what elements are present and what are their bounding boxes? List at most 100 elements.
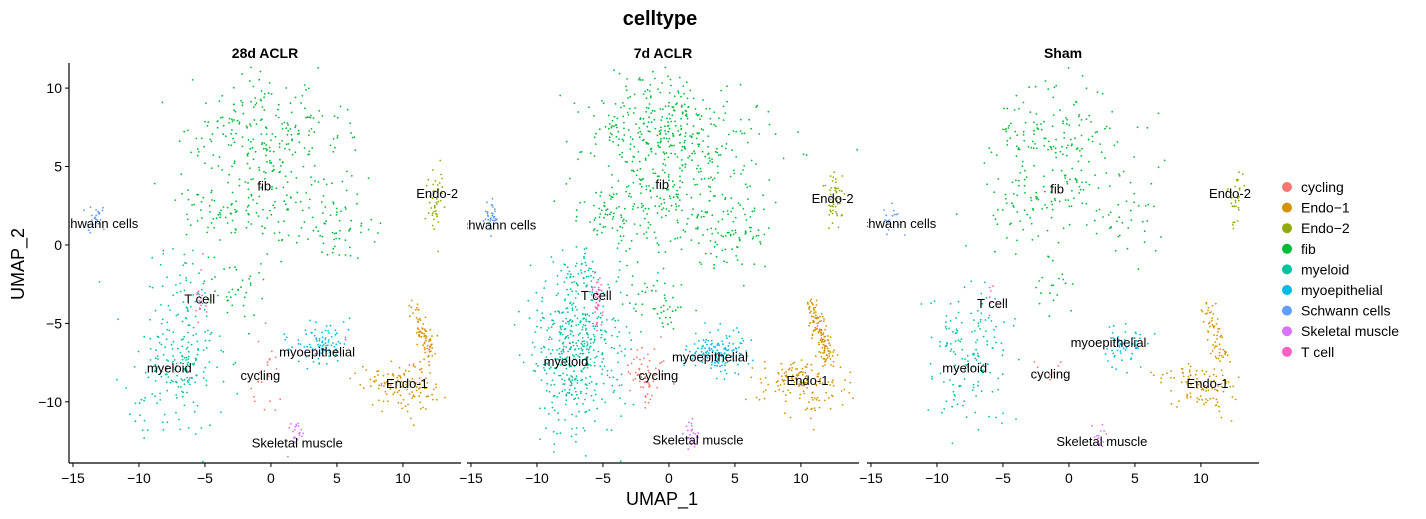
cell-point [814,306,817,309]
cell-point [431,197,434,200]
cell-point [558,331,561,334]
cell-point [587,336,590,339]
cell-point [314,328,317,331]
cell-point [610,198,612,200]
cell-point [585,276,588,278]
cell-point [531,354,533,356]
cell-point [721,340,724,342]
cell-point [588,382,591,385]
cell-point [281,140,283,142]
cell-point [585,329,587,331]
cell-point [625,220,628,222]
cell-point [298,434,301,436]
cell-point [738,346,740,349]
cell-point [550,326,553,328]
cell-point [360,224,362,227]
cell-point [801,374,804,376]
cell-point [752,236,755,238]
cell-point [428,360,430,363]
cell-point [787,389,789,391]
cell-point [1049,292,1051,295]
cell-point [601,311,604,313]
cell-point [265,63,267,64]
cell-point [1180,381,1183,384]
cell-point [821,346,824,349]
cell-point [276,372,279,375]
cell-point [1160,236,1162,238]
cell-point [314,353,317,355]
cell-point [654,172,657,175]
cell-point [1081,147,1083,150]
cell-point [266,253,269,255]
cell-point [404,405,407,407]
cell-point [1043,175,1045,178]
cell-point [284,175,287,178]
cell-point [400,380,403,383]
cell-point [1212,344,1214,346]
x-tick-label: 0 [1065,470,1073,486]
cell-point [405,383,407,386]
cell-point [621,138,624,141]
cell-point [642,93,645,95]
cell-point [656,271,659,274]
cell-point [1118,173,1120,176]
cell-point [616,335,619,338]
cell-point [253,314,255,317]
cell-point [205,384,208,387]
cell-point [324,342,327,345]
cell-point [1038,302,1041,305]
cell-point [308,207,310,209]
cell-point [716,243,719,246]
cell-point [1067,199,1070,202]
cell-point [426,347,429,350]
cell-point [664,125,666,127]
cell-point [692,440,694,443]
cell-point [682,85,685,87]
cell-point [536,325,538,328]
cell-point [595,290,598,293]
cell-point [258,272,260,274]
cell-point [811,396,813,399]
cell-point [425,336,428,338]
cell-point [619,153,621,156]
cell-point [643,282,646,285]
cell-point [664,129,666,132]
cell-point [674,153,676,155]
cell-point [1093,219,1096,222]
cell-point [985,330,987,332]
cell-point [283,121,286,124]
cell-point [972,383,975,386]
cell-point [419,368,421,371]
cell-point [266,364,269,366]
cell-point [663,158,666,161]
cell-point [634,303,637,306]
cell-point [178,140,181,143]
cell-point [636,233,638,235]
cell-point [553,372,556,375]
cell-point [1075,181,1078,184]
cluster-label: myoepithelial [279,345,355,360]
cell-point [710,367,712,370]
cell-point [585,264,588,267]
cell-point [587,348,590,351]
cell-point [202,349,205,351]
cell-point [575,353,577,356]
cell-point [339,229,341,232]
cell-point [224,135,227,138]
cell-point [314,348,317,351]
cell-point [1052,284,1055,287]
cell-point [1021,165,1024,168]
cell-point [1000,342,1003,344]
cell-point [320,201,323,203]
cell-point [1099,430,1102,432]
cell-point [1047,148,1049,151]
cell-point [567,272,569,275]
cell-point [561,390,564,393]
cell-point [1238,188,1241,191]
cell-point [1005,202,1008,205]
cell-point [590,280,593,282]
cell-point [228,291,230,294]
cell-point [582,358,584,361]
cell-point [294,96,297,99]
cell-point [151,256,154,259]
